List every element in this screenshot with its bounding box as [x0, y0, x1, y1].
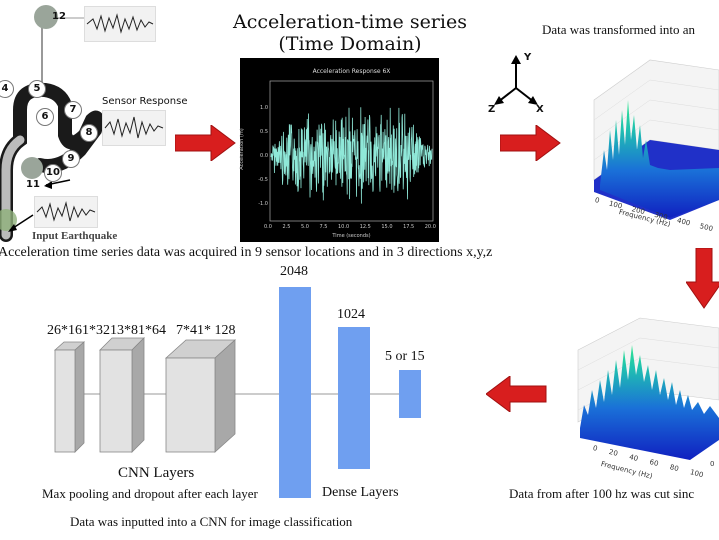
- cnn-layer-3-label: 7*41* 128: [176, 323, 236, 338]
- cut-text: Data from after 100 hz was cut sinc: [509, 486, 695, 501]
- spectrum-bottom-svg: [577, 317, 719, 460]
- spectrum-top-svg: [593, 59, 719, 220]
- red-arrow-1: [175, 125, 236, 161]
- dense-layer-1: [279, 287, 311, 498]
- cnn-footer: Data was inputted into a CNN for image c…: [70, 514, 353, 529]
- spectrum-top-surface: [600, 100, 719, 218]
- sensor-response-trace: [102, 110, 166, 146]
- plot-ylabel: Acceleration (m): [239, 128, 245, 170]
- dense-layer-2: [338, 327, 370, 469]
- spectrum-top: 0 100 200 300 400 500 Frequency (Hz): [580, 40, 719, 240]
- dense-3-label: 5 or 15: [385, 349, 425, 364]
- dense-layers-label: Dense Layers: [322, 485, 399, 500]
- xtick: 0.0: [264, 224, 272, 230]
- sensor-number-6: 6: [36, 108, 54, 126]
- sensor-number-8: 8: [80, 124, 98, 142]
- cnn-block-1: [53, 341, 86, 453]
- sensor-number-9: 9: [62, 150, 80, 168]
- pooling-label: Max pooling and dropout after each layer: [42, 486, 258, 501]
- sensor-response-label: Sensor Response: [102, 96, 188, 107]
- xtick: 10.0: [338, 224, 350, 230]
- red-arrow-down: [686, 248, 719, 309]
- sensor-number-11: 11: [26, 179, 40, 190]
- axes-icon: [494, 55, 538, 105]
- xtick: 2.5: [282, 224, 291, 230]
- cnn-layers-label: CNN Layers: [118, 465, 195, 481]
- cnn-block-2: [99, 337, 145, 453]
- axis-z-label: Z: [488, 104, 496, 115]
- sensor-number-5: 5: [28, 80, 46, 98]
- cnn-layer-1-label: 26*161*32: [47, 323, 110, 338]
- sensor-number-12: 12: [52, 11, 66, 22]
- sensor-number-10: 10: [44, 164, 62, 182]
- transform-text: Data was transformed into an: [542, 22, 696, 37]
- axis-x-label: X: [536, 104, 544, 115]
- time-series-subtitle: (Time Domain): [278, 33, 422, 55]
- sensor-12-icon: [34, 5, 58, 29]
- sensor-10-icon: [21, 157, 43, 179]
- plot-yticks: 1.0 0.5 0.0 -0.5 -1.0: [252, 96, 268, 216]
- structure-drawing: [0, 5, 104, 242]
- time-series-title: Acceleration-time series: [233, 11, 467, 33]
- sensor-12-trace: [84, 6, 156, 42]
- spectrum-bottom-surface: [580, 345, 719, 460]
- xtick: 7.5: [319, 224, 328, 230]
- red-arrow-2: [500, 125, 561, 161]
- plot-title: Acceleration Response 6X: [312, 68, 391, 75]
- red-arrow-left: [486, 376, 547, 412]
- dense-2-label: 1024: [337, 307, 365, 322]
- sensor-diagram: 12 4 5 6 7 8 9 10 11 Sensor Response Inp…: [0, 0, 200, 245]
- cnn-diagram: [53, 337, 400, 453]
- xtick: 15.0: [381, 224, 393, 230]
- input-earthquake-label: Input Earthquake: [32, 230, 118, 242]
- xtick: 17.5: [403, 224, 415, 230]
- cnn-block-3: [164, 339, 237, 453]
- ytick: 1.0: [260, 105, 268, 111]
- xtick: 5.0: [301, 224, 309, 230]
- caption-top: Acceleration time series data was acquir…: [0, 245, 493, 260]
- ytick: -0.5: [258, 177, 268, 183]
- ytick: -1.0: [258, 201, 268, 207]
- xtick: 0: [592, 444, 599, 453]
- time-series-svg: [269, 80, 434, 222]
- xtick: 0: [594, 196, 601, 205]
- time-series-plot: Acceleration Response 6X Acceleration (m…: [239, 58, 439, 242]
- axis-y-label: Y: [524, 52, 532, 63]
- dense-1-label: 2048: [280, 264, 308, 279]
- dense-layer-3: [399, 370, 421, 418]
- base-sensor-icon: [0, 209, 17, 231]
- ytick: 0.5: [260, 129, 268, 135]
- sensor-number-7: 7: [64, 101, 82, 119]
- ytick: 0.0: [260, 153, 268, 159]
- cnn-layer-2-label: 13*81*64: [110, 323, 166, 338]
- input-earthquake-trace: [34, 196, 98, 228]
- acceleration-trace: [270, 107, 433, 204]
- sensor-number-4: 4: [0, 80, 14, 98]
- xtick: 20.0: [424, 224, 436, 230]
- plot-xticks: 0.0 2.5 5.0 7.5 10.0 12.5 15.0 17.5 20.0: [264, 224, 436, 230]
- xtick: 12.5: [359, 224, 371, 230]
- plot-xlabel: Time (seconds): [332, 233, 371, 239]
- spectrum-bottom-edge-tick: 0: [710, 460, 715, 468]
- spectrum-bottom: 0 20 40 60 80 100 Frequency (Hz) 0: [570, 310, 719, 481]
